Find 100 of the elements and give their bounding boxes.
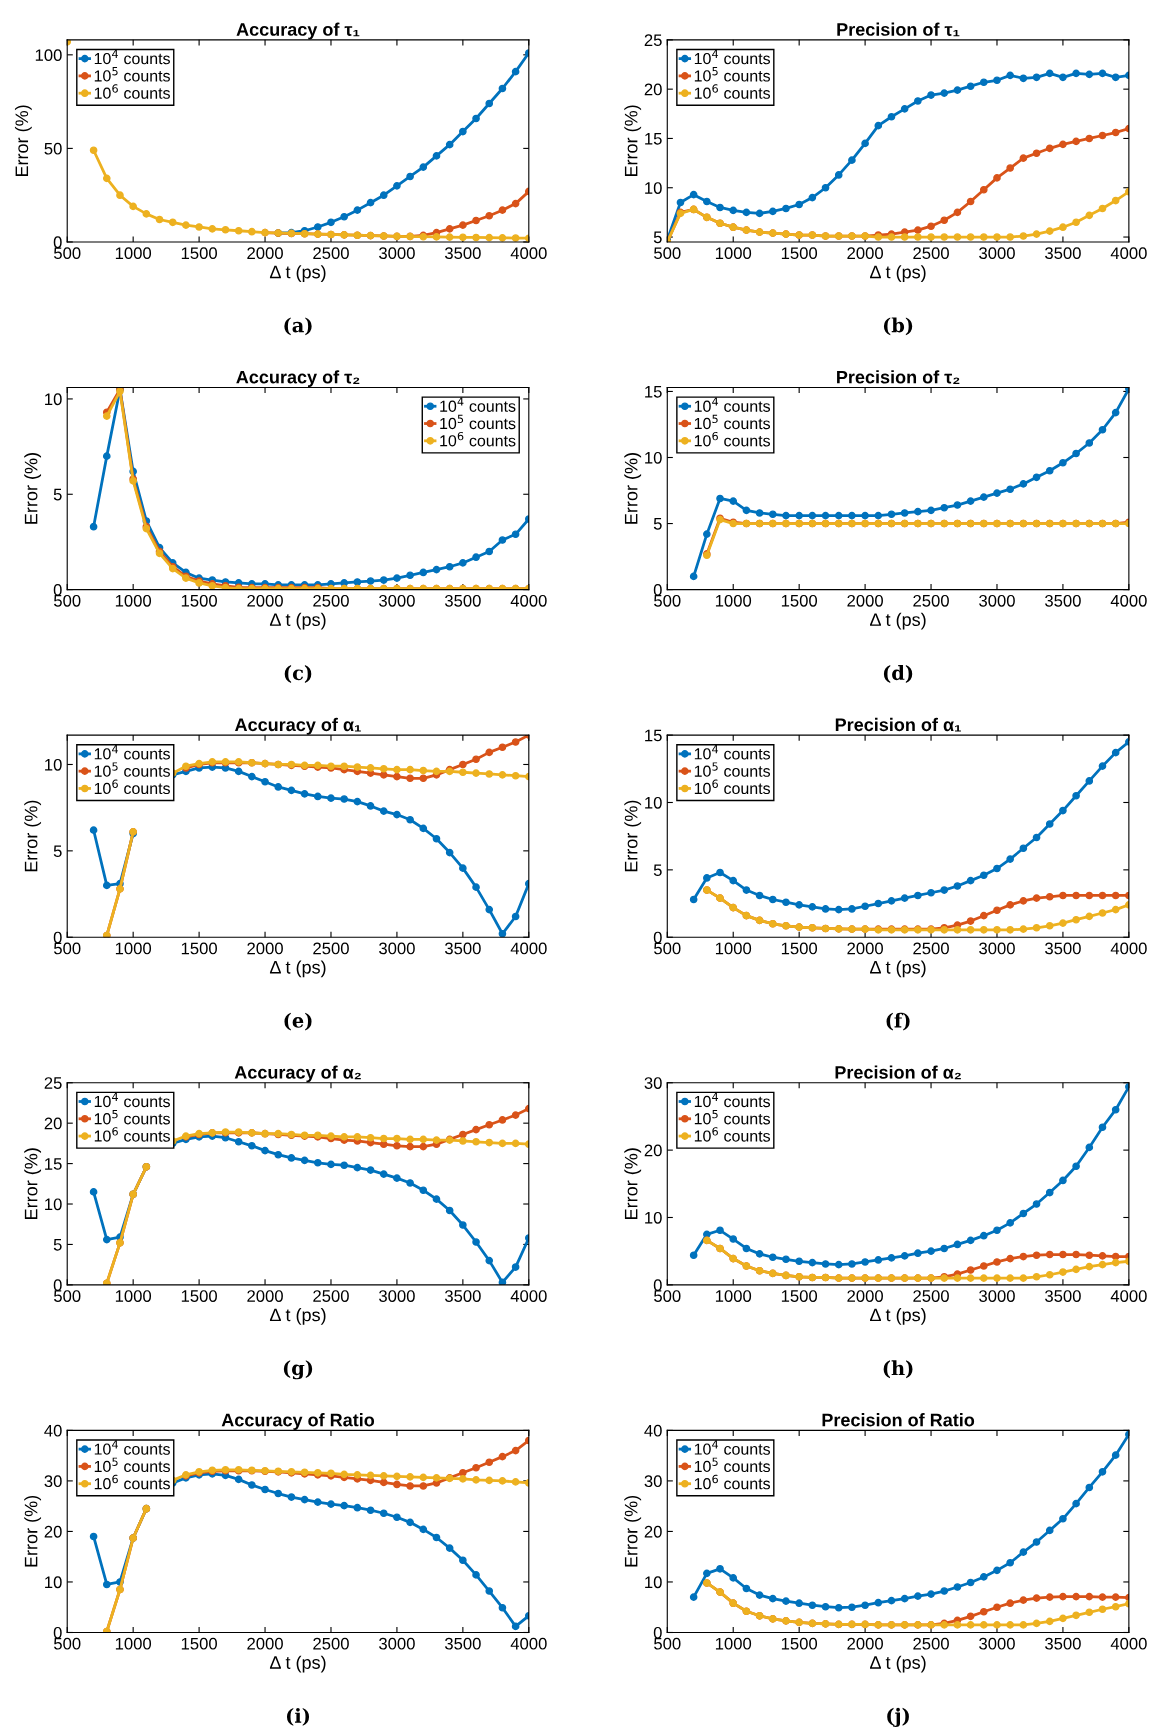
x-axis-title: Δ t (ps) bbox=[870, 960, 926, 978]
x-tick-label: 3000 bbox=[979, 942, 1015, 955]
x-tick-label: 2000 bbox=[847, 594, 883, 607]
x-tick-label: 500 bbox=[53, 1637, 81, 1650]
y-tick-label: 15 bbox=[645, 386, 662, 398]
legend-label: 10$^{4}$ counts bbox=[694, 397, 771, 412]
legend-label: 10$^{6}$ counts bbox=[694, 84, 771, 99]
chart-title: Precision of Ratio bbox=[822, 1413, 975, 1427]
x-tick-label: 3500 bbox=[444, 942, 481, 955]
x-tick-label: 500 bbox=[53, 942, 81, 955]
x-tick-label: 3000 bbox=[379, 1290, 415, 1302]
x-tick-label: 2000 bbox=[847, 247, 883, 260]
x-tick-label: 2000 bbox=[247, 594, 283, 607]
x-tick-label: 500 bbox=[53, 594, 81, 607]
x-tick-label: 3500 bbox=[1045, 1637, 1081, 1650]
legend-label: 10$^{4}$ counts bbox=[694, 1092, 771, 1108]
y-axis-title: Error (%) bbox=[24, 453, 42, 524]
y-axis-title: Error (%) bbox=[624, 1495, 642, 1567]
x-tick-label: 3000 bbox=[979, 594, 1015, 607]
y-tick-label: 0 bbox=[653, 931, 662, 944]
x-tick-label: 1500 bbox=[181, 1637, 217, 1650]
y-tick-label: 10 bbox=[45, 393, 62, 406]
text: (g) bbox=[283, 1360, 313, 1380]
x-tick-label: 3000 bbox=[379, 594, 415, 607]
y-tick-label: 30 bbox=[644, 1077, 662, 1089]
chart-title: Precision of τ₁ bbox=[837, 22, 960, 37]
x-tick-label: 2000 bbox=[847, 1290, 883, 1302]
x-tick-label: 3000 bbox=[979, 247, 1015, 260]
y-tick-label: 5 bbox=[53, 1239, 62, 1251]
legend-label: 10$^{6}$ counts bbox=[694, 1474, 771, 1490]
x-tick-label: 3500 bbox=[1045, 942, 1081, 955]
y-tick-label: 20 bbox=[644, 1525, 662, 1538]
chart-title: Accuracy of α₂ bbox=[234, 1065, 361, 1083]
x-tick-label: 1000 bbox=[115, 594, 152, 607]
x-tick-label: 3500 bbox=[1045, 247, 1081, 260]
y-tick-label: 10 bbox=[45, 1576, 62, 1589]
legend-label: 10$^{6}$ counts bbox=[694, 1127, 771, 1142]
x-tick-label: 3500 bbox=[1045, 594, 1081, 607]
x-tick-label: 4000 bbox=[1110, 1637, 1147, 1650]
y-tick-label: 10 bbox=[45, 758, 62, 771]
x-tick-label: 2000 bbox=[847, 1637, 883, 1650]
x-tick-label: 1500 bbox=[181, 247, 217, 260]
x-tick-label: 3000 bbox=[379, 1637, 415, 1650]
x-tick-label: 1500 bbox=[781, 1290, 818, 1302]
x-tick-label: 2500 bbox=[913, 1290, 949, 1302]
legend-label: 10$^{4}$ counts bbox=[94, 49, 170, 65]
x-tick-label: 500 bbox=[654, 247, 681, 260]
x-tick-label: 2500 bbox=[913, 942, 949, 955]
y-tick-label: 20 bbox=[44, 1117, 62, 1130]
y-axis-title: Error (%) bbox=[624, 800, 642, 872]
legend-label: 10$^{5}$ counts bbox=[694, 1110, 771, 1125]
x-tick-label: 500 bbox=[654, 942, 681, 955]
x-tick-label: 3500 bbox=[444, 594, 481, 607]
legend-label: 10$^{4}$ counts bbox=[94, 1440, 170, 1455]
y-tick-label: 10 bbox=[645, 182, 662, 194]
text: (e) bbox=[284, 1012, 312, 1031]
x-axis-title: Δ t (ps) bbox=[269, 612, 326, 630]
y-axis-title: Error (%) bbox=[24, 800, 42, 872]
x-tick-label: 2500 bbox=[313, 1290, 349, 1302]
x-axis-title: Δ t (ps) bbox=[269, 1655, 326, 1673]
legend-label: 10$^{5}$ counts bbox=[94, 762, 170, 777]
x-tick-label: 3500 bbox=[1045, 1290, 1081, 1302]
x-tick-label: 1500 bbox=[181, 942, 217, 955]
chart-title: Accuracy of τ₂ bbox=[236, 370, 360, 388]
legend-label: 10$^{4}$ counts bbox=[94, 1092, 170, 1108]
x-axis-title: Δ t (ps) bbox=[870, 1655, 926, 1673]
x-tick-label: 1000 bbox=[115, 247, 152, 260]
x-tick-label: 3500 bbox=[444, 1290, 481, 1302]
y-tick-label: 20 bbox=[644, 1144, 662, 1157]
x-axis-title: Δ t (ps) bbox=[269, 960, 326, 978]
x-axis-title: Δ t (ps) bbox=[870, 612, 926, 630]
x-tick-label: 1500 bbox=[781, 942, 818, 955]
y-tick-label: 30 bbox=[44, 1475, 62, 1488]
text: (b) bbox=[883, 317, 913, 336]
x-tick-label: 3500 bbox=[444, 1637, 481, 1650]
legend-label: 10$^{5}$ counts bbox=[94, 1110, 170, 1125]
y-tick-label: 20 bbox=[644, 83, 662, 96]
y-tick-label: 25 bbox=[644, 34, 662, 47]
y-tick-label: 0 bbox=[53, 931, 62, 944]
legend-label: 10$^{4}$ counts bbox=[694, 745, 771, 760]
y-tick-label: 10 bbox=[645, 451, 662, 464]
x-tick-label: 2500 bbox=[313, 594, 349, 607]
x-tick-label: 1000 bbox=[715, 247, 752, 260]
x-tick-label: 1000 bbox=[115, 1290, 152, 1302]
x-tick-label: 3000 bbox=[379, 247, 415, 260]
x-tick-label: 2500 bbox=[313, 942, 349, 955]
x-tick-label: 1000 bbox=[115, 942, 152, 955]
y-tick-label: 15 bbox=[645, 729, 662, 742]
legend-label: 10$^{6}$ counts bbox=[440, 431, 516, 447]
x-tick-label: 500 bbox=[53, 1290, 81, 1302]
x-tick-label: 1000 bbox=[715, 594, 752, 607]
y-tick-label: 15 bbox=[645, 133, 662, 145]
legend-label: 10$^{5}$ counts bbox=[694, 762, 771, 777]
y-tick-label: 15 bbox=[45, 1158, 62, 1170]
x-tick-label: 1500 bbox=[781, 247, 818, 260]
y-tick-label: 50 bbox=[44, 142, 62, 155]
x-tick-label: 2000 bbox=[847, 942, 883, 955]
y-axis-title: Error (%) bbox=[624, 1148, 642, 1219]
x-tick-label: 4000 bbox=[1110, 942, 1147, 955]
y-tick-label: 0 bbox=[53, 1279, 62, 1292]
